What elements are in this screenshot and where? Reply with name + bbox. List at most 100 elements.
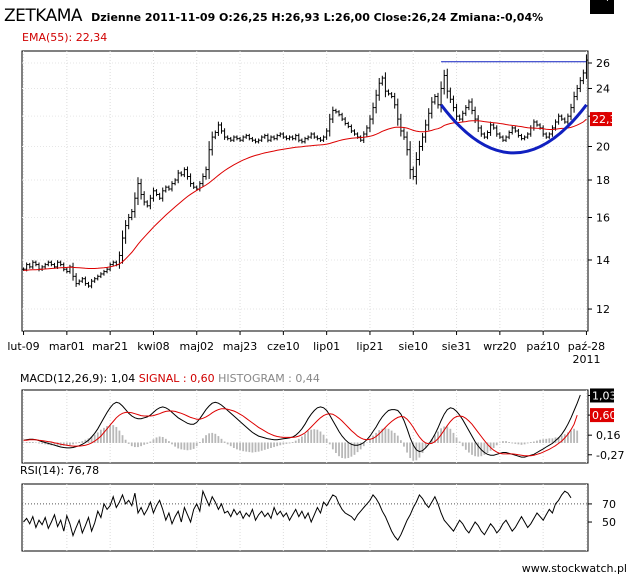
x-tick-label: sie31 <box>442 340 472 353</box>
histogram-bar <box>545 438 548 443</box>
histogram-bar <box>415 442 418 461</box>
histogram-bar <box>282 442 285 445</box>
histogram-bar <box>551 438 554 443</box>
histogram-bar <box>245 442 248 452</box>
histogram-bar <box>570 430 572 443</box>
histogram-bar <box>307 431 309 443</box>
histogram-bar <box>350 442 353 457</box>
histogram-bar <box>542 439 545 443</box>
histogram-bar <box>260 442 263 451</box>
histogram-bar <box>393 432 396 443</box>
histogram-bar <box>322 434 325 443</box>
histogram-bar <box>81 441 84 443</box>
histogram-bar <box>211 432 214 443</box>
histogram-bar <box>449 428 452 443</box>
histogram-bar <box>31 442 34 443</box>
histogram-bar <box>279 442 282 446</box>
histogram-bar <box>424 442 427 448</box>
histogram-bar <box>452 432 455 443</box>
histogram-bar <box>90 436 93 443</box>
histogram-bar <box>72 442 74 445</box>
histogram-bar <box>529 442 532 443</box>
histogram-bar <box>434 435 436 443</box>
histogram-bar <box>468 442 470 453</box>
histogram-bar <box>325 438 328 443</box>
macd-value-label: MACD(12,26,9): 1,04 <box>20 372 136 385</box>
histogram-bar <box>536 440 538 443</box>
histogram-bar <box>143 442 146 445</box>
macd-legend: MACD(12,26,9): 1,04 SIGNAL : 0,60 HISTOG… <box>20 372 320 385</box>
histogram-bar <box>508 442 511 443</box>
histogram-bar <box>208 433 211 443</box>
histogram-bar <box>257 442 260 452</box>
ohlc-bars <box>22 54 588 289</box>
signal-value-label: SIGNAL : 0,60 <box>138 372 215 385</box>
histogram-bar <box>566 432 569 443</box>
ema-line <box>23 118 587 271</box>
histogram-bar <box>319 431 322 443</box>
histogram-bar <box>276 442 279 447</box>
histogram-bar <box>464 442 467 450</box>
histogram-bar <box>229 442 232 447</box>
rsi-last-value-tag <box>590 0 614 14</box>
histogram-bar <box>316 429 319 443</box>
macd-y-tick-label: 0,16 <box>596 429 621 442</box>
x-tick-label: wrz20 <box>483 340 516 353</box>
histogram-bar <box>356 442 359 453</box>
x-tick-label: lut-09 <box>7 340 39 353</box>
histogram-bar <box>220 438 223 443</box>
histogram-bar <box>285 442 288 444</box>
histogram-bar <box>495 442 498 446</box>
histogram-bar <box>498 442 501 443</box>
price-y-tick-label: 12 <box>596 303 610 316</box>
macd-y-tick-label: 0,60 <box>592 409 617 422</box>
histogram-bar <box>180 442 183 450</box>
histogram-bar <box>526 442 529 444</box>
x-tick-label: lip21 <box>356 340 383 353</box>
histogram-value-label: HISTOGRAM : 0,44 <box>218 372 320 385</box>
histogram-bar <box>174 442 176 447</box>
histogram-bar <box>266 442 269 449</box>
chart-header: ZETKAMA Dzienne 2011-11-09 O:26,25 H:26,… <box>4 6 543 26</box>
rsi-legend: RSI(14): 76,78 <box>20 464 100 477</box>
histogram-bar <box>427 442 430 444</box>
x-tick-label: paź-28 <box>568 340 605 353</box>
x-tick-label: maj23 <box>223 340 258 353</box>
histogram-bar <box>297 438 300 443</box>
histogram-bar <box>347 442 350 459</box>
histogram-bar <box>421 442 424 454</box>
x-tick-label: sie10 <box>398 340 428 353</box>
macd-histogram <box>22 425 579 461</box>
histogram-bar <box>517 442 520 445</box>
histogram-bar <box>353 442 356 455</box>
histogram-bar <box>455 437 458 443</box>
histogram-bar <box>474 442 477 457</box>
rsi-y-tick-label: 70 <box>602 498 616 511</box>
histogram-bar <box>270 442 272 448</box>
histogram-bar <box>483 442 486 455</box>
histogram-bar <box>65 442 68 446</box>
histogram-bar <box>365 442 368 443</box>
histogram-bar <box>56 442 59 446</box>
histogram-bar <box>430 438 433 443</box>
rounding-bottom-arc <box>439 103 588 155</box>
x-tick-label: maj02 <box>179 340 214 353</box>
x-tick-label: lip01 <box>313 340 340 353</box>
histogram-bar <box>446 426 449 443</box>
histogram-bar <box>335 442 337 454</box>
histogram-bar <box>461 442 464 447</box>
histogram-bar <box>409 442 412 459</box>
histogram-bar <box>263 442 266 450</box>
histogram-bar <box>362 442 365 447</box>
histogram-bar <box>214 433 217 443</box>
histogram-bar <box>390 430 393 443</box>
ticker-symbol: ZETKAMA <box>4 6 83 26</box>
histogram-bar <box>146 442 149 444</box>
price-y-tick-label: 20 <box>596 140 610 153</box>
histogram-bar <box>288 442 291 444</box>
histogram-bar <box>458 441 461 443</box>
histogram-bar <box>443 426 446 443</box>
histogram-bar <box>576 430 579 443</box>
histogram-bar <box>96 432 99 443</box>
histogram-bar <box>471 442 473 455</box>
